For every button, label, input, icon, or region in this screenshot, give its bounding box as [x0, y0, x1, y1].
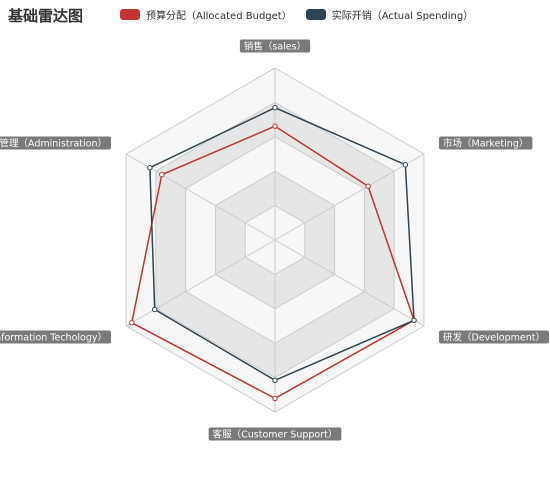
axis-line-1 — [274, 153, 425, 241]
series-1-point-0 — [272, 104, 278, 111]
axis-label-5: 管理（Administration） — [0, 136, 111, 150]
axis-label-4: 信息技术（Information Techology） — [0, 330, 111, 344]
axis-label-bg-1 — [439, 136, 533, 150]
axis-label-text-0: 销售（sales） — [244, 41, 306, 53]
axis-line-2 — [274, 239, 425, 327]
legend-swatch-budget — [120, 9, 140, 20]
axis-label-3: 客服（Customer Support） — [208, 427, 342, 441]
series-1-point-2 — [411, 317, 417, 323]
legend-swatch-actual — [305, 9, 326, 20]
series-0-point-1 — [365, 183, 371, 189]
chart-title: 基础雷达图 — [8, 7, 84, 25]
axis-label-bg-2 — [439, 330, 549, 344]
axis-label-0: 销售（sales） — [239, 39, 311, 53]
axis-label-bg-5 — [0, 136, 111, 150]
axis-line-4 — [125, 239, 276, 327]
axis-label-text-1: 市场（Marketing） — [443, 138, 528, 150]
axis-label-text-3: 客服（Customer Support） — [213, 429, 338, 441]
series-0-point-3 — [272, 395, 278, 402]
legend: 预算分配（Allocated Budget） 实际开销（Actual Spend… — [120, 7, 473, 22]
series-0-point-0 — [272, 123, 278, 129]
axis-label-text-4: 信息技术（Information Techology） — [0, 332, 107, 344]
series-0-point-4 — [129, 319, 135, 326]
axis-label-text-5: 管理（Administration） — [0, 138, 107, 150]
series-1-point-3 — [272, 377, 278, 384]
axis-label-bg-3 — [208, 427, 342, 441]
axis-label-bg-4 — [0, 330, 111, 344]
axis-label-bg-0 — [239, 39, 311, 53]
series-1-point-5 — [147, 165, 153, 171]
axis-label-1: 市场（Marketing） — [439, 136, 533, 150]
series-1-point-1 — [402, 162, 409, 168]
legend-item-actual[interactable]: 实际开销（Actual Spending） — [305, 7, 474, 22]
axis-label-text-2: 研发（Development） — [443, 332, 545, 344]
legend-item-budget[interactable]: 预算分配（Allocated Budget） — [120, 7, 292, 22]
series-0-point-5 — [159, 171, 165, 178]
legend-label-budget: 预算分配（Allocated Budget） — [146, 11, 292, 22]
axis-label-2: 研发（Development） — [439, 330, 549, 344]
series-1-point-4 — [151, 306, 158, 313]
legend-label-actual: 实际开销（Actual Spending） — [331, 11, 474, 22]
